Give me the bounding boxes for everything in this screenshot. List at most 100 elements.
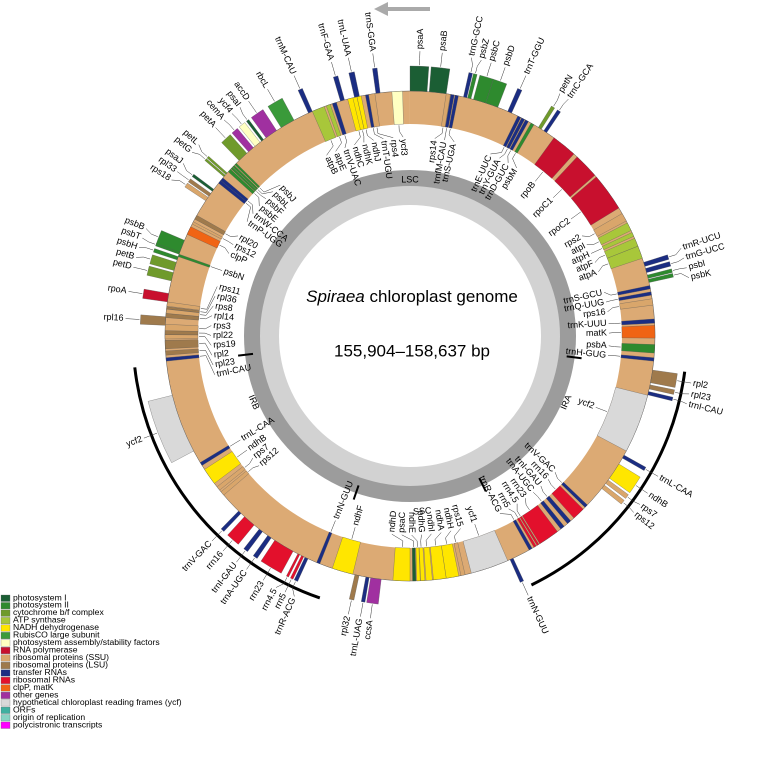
gene-box: [540, 500, 565, 530]
gene-label: ndhE: [407, 512, 417, 533]
gene-box: [293, 557, 309, 582]
leader-line: [330, 520, 336, 532]
gene-box: [596, 387, 648, 452]
legend-label: photosystem II: [13, 600, 69, 610]
leader-line: [223, 119, 235, 131]
leader-line: [199, 350, 214, 366]
gene-box: [467, 73, 478, 99]
gene-box: [221, 134, 248, 161]
leader-line: [215, 127, 226, 138]
leader-line: [372, 53, 375, 68]
gene-box: [445, 94, 455, 128]
leader-line: [248, 465, 260, 472]
gene-box: [178, 254, 211, 268]
region-boundary: [237, 352, 254, 357]
leader-line: [293, 75, 301, 89]
gene-box: [186, 226, 221, 249]
leader-line: [454, 528, 461, 543]
leader-line: [499, 148, 508, 159]
gene-label: petD: [112, 257, 133, 271]
legend-label: other genes: [13, 689, 58, 699]
ir-arc: [133, 367, 321, 600]
gene-box: [507, 88, 523, 114]
gene-label: trnL-CAA: [658, 472, 695, 499]
legend-label: transfer RNAs: [13, 667, 67, 677]
gene-label: matK: [586, 328, 607, 338]
leader-line: [142, 237, 156, 245]
gene-label: psaB: [437, 30, 449, 52]
gene-label: rpl32: [338, 615, 352, 637]
gene-box: [188, 178, 211, 197]
leader-line: [136, 256, 151, 260]
legend-label: clpP, matK: [13, 682, 54, 692]
leader-line: [125, 318, 140, 320]
legend-label: hypothetical chloroplast reading frames …: [13, 697, 182, 707]
leader-line: [362, 130, 365, 143]
legend-swatch: [0, 691, 11, 699]
gene-box: [609, 463, 641, 493]
leader-line: [398, 125, 404, 138]
gene-box: [220, 177, 249, 202]
gene-box: [164, 334, 199, 340]
leader-line: [669, 248, 682, 258]
gene-box: [607, 246, 643, 269]
gene-box: [165, 348, 199, 356]
gene-label: ccsA: [362, 619, 375, 640]
gene-box: [415, 547, 421, 582]
leader-line: [210, 266, 223, 271]
gene-box: [290, 555, 304, 580]
gene-box: [430, 545, 447, 581]
gene-label: psbZ: [476, 37, 491, 59]
legend-label: origin of replication: [13, 712, 85, 722]
gene-box: [243, 528, 263, 552]
leader-line: [512, 153, 517, 169]
leader-line: [354, 131, 361, 146]
leader-line: [411, 534, 418, 547]
legend-swatch: [0, 699, 11, 707]
leader-line: [292, 581, 296, 597]
gene-box: [146, 265, 174, 282]
leader-line: [533, 492, 542, 502]
leader-line: [475, 59, 482, 74]
leader-line: [192, 152, 206, 160]
leader-line: [445, 530, 452, 544]
legend-swatch: [0, 632, 11, 639]
gene-box: [463, 72, 473, 98]
legend-swatch: [0, 714, 11, 722]
gene-box: [554, 156, 596, 198]
gene-label: trnN-GUU: [331, 479, 355, 520]
leader-line: [570, 211, 581, 220]
leader-line: [590, 248, 603, 254]
genome-size: 155,904–158,637 bp: [334, 341, 490, 360]
gene-label: rpl22: [213, 330, 233, 340]
leader-line: [608, 345, 621, 348]
legend-label: ribosomal RNAs: [13, 674, 75, 684]
leader-line: [199, 336, 212, 346]
leader-line: [284, 579, 292, 593]
gene-box: [231, 128, 254, 153]
gene-box: [423, 546, 433, 581]
leader-line: [373, 128, 384, 140]
legend-label: RubisCO large subunit: [13, 630, 100, 640]
gene-label: trnM-CAU: [273, 35, 298, 76]
gene-box: [372, 67, 381, 94]
gene-box: [166, 306, 200, 313]
gene-box: [234, 163, 260, 189]
gene-box: [512, 519, 533, 551]
leader-line: [440, 52, 443, 67]
leader-line: [348, 57, 352, 72]
gene-box: [142, 288, 169, 303]
gene-label: rpl2: [692, 378, 708, 390]
gene-box: [517, 517, 537, 548]
legend-swatch: [0, 602, 11, 610]
gene-box: [332, 102, 347, 136]
legend-label: RNA polymerase: [13, 645, 78, 655]
gene-label: ndhG: [416, 510, 427, 533]
leader-line: [259, 184, 281, 193]
legend-label: photosystem I: [13, 592, 67, 602]
legend-swatch: [0, 594, 11, 602]
gene-box: [514, 122, 535, 154]
gene-box: [312, 106, 336, 142]
